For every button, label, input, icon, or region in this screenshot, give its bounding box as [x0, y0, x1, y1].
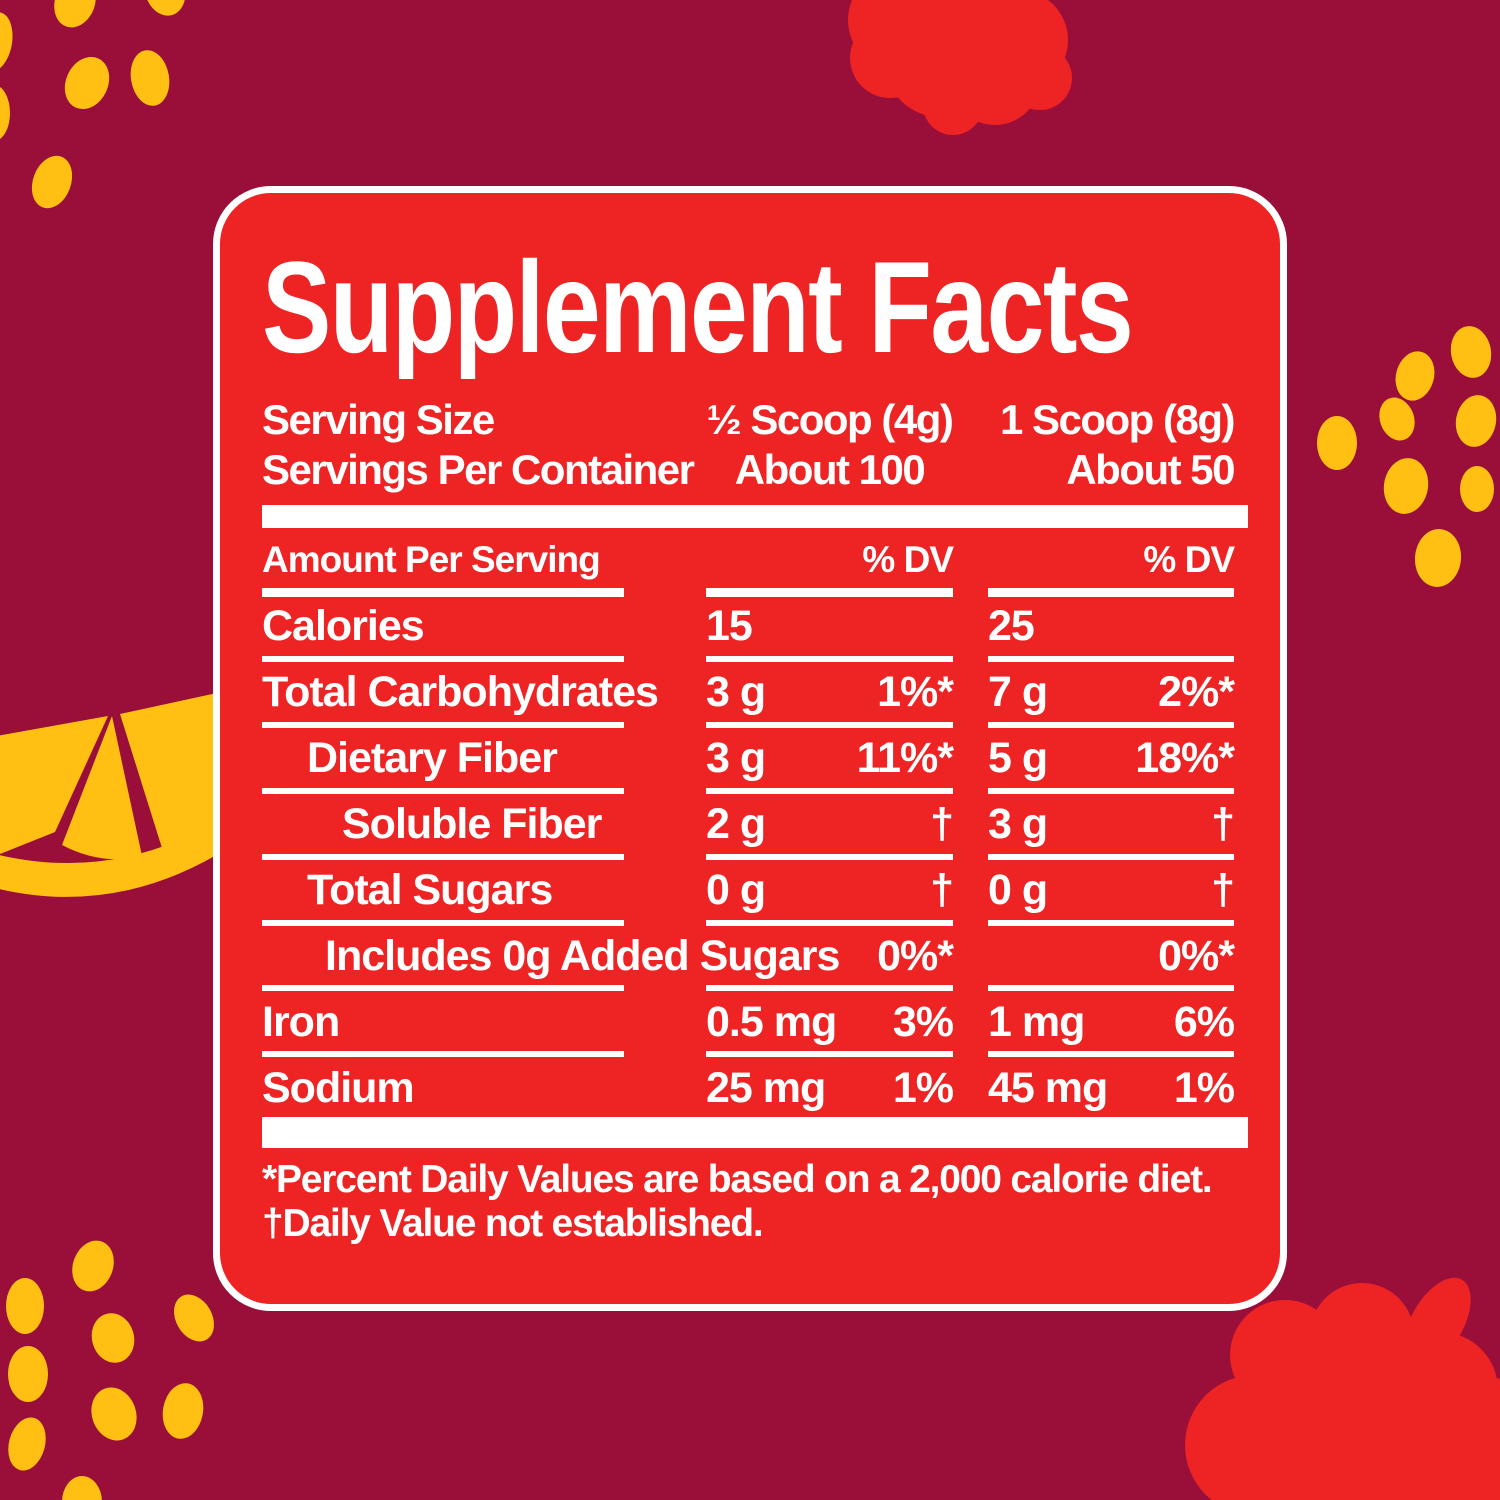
table-row-dietary-fiber: Dietary Fiber 3 g 11%* 5 g 18%* [262, 733, 1248, 782]
dv-half: 1% [892, 1063, 954, 1112]
amount-full: 25 [988, 601, 1035, 650]
serving-size-one-scoop: 1 Scoop (8g) [999, 396, 1236, 443]
row-label: Dietary Fiber [307, 733, 558, 782]
yellow-seed-dots-top-left [0, 0, 186, 209]
header-underline [262, 588, 1248, 597]
row-label: Includes 0g Added Sugars [325, 931, 840, 980]
row-divider [262, 985, 1248, 991]
row-divider [262, 854, 1248, 860]
dv-full: 0%* [1158, 931, 1235, 980]
serving-size-half-scoop: ½ Scoop (4g) [706, 396, 954, 443]
dv-full: 18%* [1135, 733, 1235, 782]
table-row-sodium: Sodium 25 mg 1% 45 mg 1% [262, 1063, 1248, 1112]
row-label: Soluble Fiber [342, 799, 602, 848]
row-divider [262, 722, 1248, 728]
panel-title: Supplement Facts [262, 234, 1134, 380]
amount-full: 5 g [988, 733, 1048, 782]
dv-half: 11%* [856, 733, 954, 782]
column-header-row: Amount Per Serving % DV % DV [262, 539, 1248, 580]
row-label: Total Sugars [307, 865, 553, 914]
dv-full: 6% [1173, 997, 1235, 1046]
dv-full: 2%* [1158, 667, 1235, 716]
row-label: Calories [262, 601, 425, 650]
yellow-seed-dots-right [1317, 326, 1497, 587]
dv-half: 3% [892, 997, 954, 1046]
leaf-shapes [1403, 1277, 1500, 1500]
row-label: Iron [262, 997, 340, 1046]
dv-header-right: % DV [1143, 539, 1235, 580]
amount-half: 15 [706, 601, 753, 650]
servings-count-half: About 100 [734, 446, 926, 493]
table-row-soluble-fiber: Soluble Fiber 2 g † 3 g † [262, 799, 1248, 848]
amount-half: 3 g [706, 733, 766, 782]
table-row-total-carbohydrates: Total Carbohydrates 3 g 1%* 7 g 2%* [262, 667, 1248, 716]
amount-full: 3 g [988, 799, 1048, 848]
table-row-iron: Iron 0.5 mg 3% 1 mg 6% [262, 997, 1248, 1046]
amount-full: 7 g [988, 667, 1048, 716]
row-divider [262, 656, 1248, 662]
berry-blob-top [848, 0, 1072, 135]
thick-divider-top [262, 505, 1248, 528]
supplement-facts-panel: Supplement Facts Serving Size ½ Scoop (4… [213, 186, 1287, 1311]
yellow-seed-dots-bottom-left [6, 1240, 214, 1500]
amount-half: 25 mg [706, 1063, 826, 1112]
amount-half: 0.5 mg [706, 997, 837, 1046]
servings-per-container-label: Servings Per Container [262, 446, 695, 493]
row-divider [262, 788, 1248, 794]
amount-full: 0 g [988, 865, 1048, 914]
thick-divider-bottom [262, 1117, 1248, 1148]
servings-count-full: About 50 [1066, 446, 1235, 493]
serving-size-label: Serving Size [262, 396, 495, 443]
lemon-wedge-icon [0, 688, 240, 897]
footnote-percent-dv: *Percent Daily Values are based on a 2,0… [262, 1158, 1213, 1201]
dv-full: † [1211, 799, 1235, 848]
row-divider [262, 920, 1248, 926]
dv-half: † [930, 865, 954, 914]
amount-per-serving-label: Amount Per Serving [262, 539, 601, 580]
dv-full: † [1211, 865, 1235, 914]
dv-half: 1%* [877, 667, 954, 716]
servings-per-container-row: Servings Per Container About 100 About 5… [262, 445, 1248, 495]
amount-full: 1 mg [988, 997, 1085, 1046]
amount-half: 0 g [706, 865, 766, 914]
footnote-daily-value: †Daily Value not established. [262, 1202, 764, 1245]
dv-header-mid: % DV [862, 539, 954, 580]
dv-half: 0%* [877, 931, 954, 980]
table-row-added-sugars: Includes 0g Added Sugars 0%* 0%* [262, 931, 1248, 980]
dv-full: 1% [1173, 1063, 1235, 1112]
table-row-total-sugars: Total Sugars 0 g † 0 g † [262, 865, 1248, 914]
table-row-calories: Calories 15 25 [262, 601, 1248, 650]
row-label: Total Carbohydrates [262, 667, 659, 716]
dv-half: † [930, 799, 954, 848]
row-label: Sodium [262, 1063, 415, 1112]
amount-half: 3 g [706, 667, 766, 716]
serving-size-row: Serving Size ½ Scoop (4g) 1 Scoop (8g) [262, 395, 1248, 445]
amount-half: 2 g [706, 799, 766, 848]
row-divider [262, 1051, 1248, 1057]
amount-full: 45 mg [988, 1063, 1108, 1112]
